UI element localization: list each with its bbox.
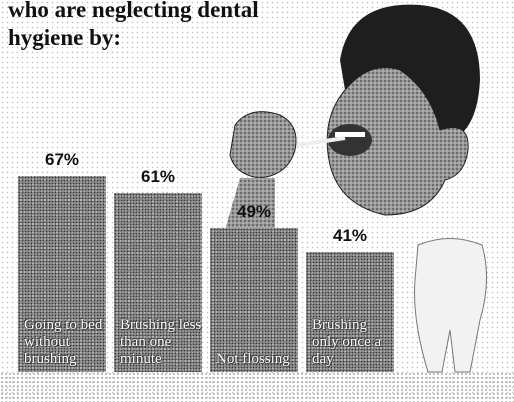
- hand: [229, 111, 297, 179]
- category-label: Not flossing: [216, 351, 290, 367]
- category-label: Brushing only once a day: [312, 317, 382, 367]
- value-label: 49%: [236, 202, 272, 222]
- hair: [340, 4, 480, 135]
- category-label: Brushing less than one minute: [120, 317, 202, 367]
- category-label: Going to bed without brushing: [24, 317, 103, 367]
- arm: [225, 178, 275, 235]
- ground: [0, 372, 514, 402]
- chart-title: who are neglecting dental hygiene by:: [8, 0, 259, 50]
- face: [326, 67, 469, 216]
- value-label: 67%: [44, 149, 80, 169]
- bar: [114, 193, 202, 372]
- bar: [18, 175, 106, 372]
- teeth: [335, 132, 365, 137]
- tooth: [414, 238, 488, 373]
- bar: [210, 228, 298, 372]
- value-label: 41%: [332, 225, 368, 245]
- bar: [306, 251, 394, 372]
- value-label: 61%: [140, 167, 176, 187]
